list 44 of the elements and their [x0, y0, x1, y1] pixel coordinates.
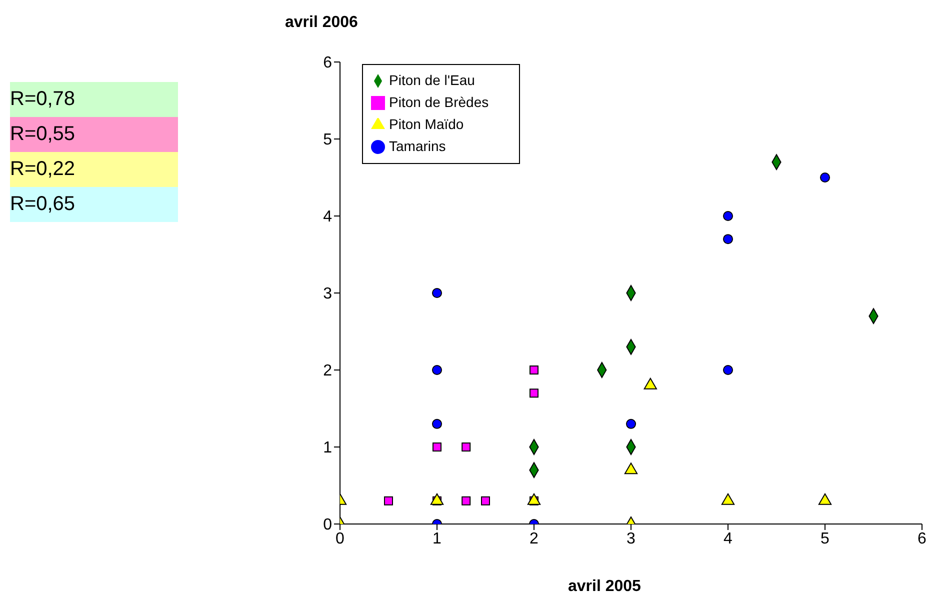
y-tick-label: 4 [323, 208, 332, 226]
point [530, 366, 538, 374]
y-tick-label: 3 [323, 286, 332, 303]
point [721, 493, 735, 505]
point [432, 288, 442, 298]
point [481, 496, 490, 506]
text: R=0,22 [10, 152, 178, 187]
x-tick-label: 1 [432, 530, 442, 548]
point [624, 462, 638, 474]
text: R=0,55 [10, 117, 178, 152]
legend-label: Tamarins [389, 138, 446, 154]
point [462, 496, 471, 506]
point [626, 418, 636, 429]
legend-label: Piton de l'Eau [389, 72, 475, 88]
text: R=0,65 [10, 187, 178, 222]
y-tick-label: 2 [323, 362, 332, 380]
x-tick-label: 2 [530, 530, 539, 548]
y-tick-label: 0 [323, 516, 332, 534]
point [820, 172, 830, 183]
point [530, 388, 538, 398]
point [722, 210, 734, 222]
point [462, 442, 471, 452]
y-axis-title: avril 2006 [285, 14, 358, 32]
x-axis-title: avril 2005 [568, 578, 641, 596]
y-tick-label: 1 [323, 440, 332, 457]
x-tick-label: 3 [626, 530, 636, 548]
point [527, 493, 541, 505]
legend-label: Piton Maïdo [389, 116, 464, 132]
x-tick-label: 6 [918, 530, 927, 548]
point [432, 364, 442, 376]
x-tick-label: 0 [336, 530, 345, 548]
text: R=0,78 [10, 82, 178, 117]
point [818, 493, 832, 505]
y-tick-label: 5 [323, 132, 332, 149]
y-tick-label: 6 [323, 54, 332, 72]
point [722, 234, 734, 244]
x-tick-label: 5 [820, 530, 830, 548]
point [430, 493, 444, 505]
point [432, 418, 442, 429]
point [384, 496, 393, 506]
point [432, 442, 442, 452]
x-tick-label: 4 [724, 530, 733, 548]
point [722, 364, 734, 376]
legend-label: Piton de Brèdes [389, 94, 489, 110]
